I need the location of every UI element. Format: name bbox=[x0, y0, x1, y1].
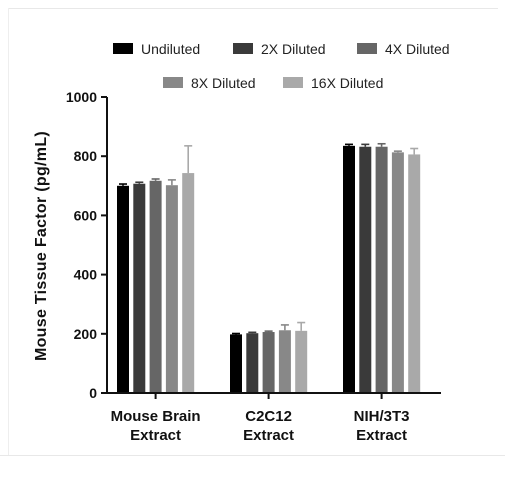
legend-label: 8X Diluted bbox=[191, 75, 256, 91]
bar bbox=[375, 146, 388, 393]
legend-swatch bbox=[283, 77, 303, 88]
bar bbox=[117, 185, 129, 393]
bar bbox=[408, 154, 421, 393]
legend-label: 16X Diluted bbox=[311, 75, 383, 91]
y-tick-label: 1000 bbox=[66, 89, 97, 105]
legend-swatch bbox=[163, 77, 183, 88]
x-tick-label: Extract bbox=[243, 427, 294, 444]
bar bbox=[343, 145, 355, 393]
y-tick-label: 400 bbox=[74, 267, 98, 283]
y-tick-label: 600 bbox=[74, 207, 98, 223]
x-tick-label: Extract bbox=[130, 427, 181, 444]
x-tick-label: Extract bbox=[356, 427, 407, 444]
x-tick-label: Mouse Brain bbox=[111, 408, 201, 425]
bar bbox=[295, 330, 308, 393]
y-tick-label: 800 bbox=[74, 148, 98, 164]
x-tick-label: NIH/3T3 bbox=[354, 408, 410, 425]
bar bbox=[230, 334, 242, 393]
bar bbox=[391, 152, 404, 393]
bars-group bbox=[117, 142, 421, 393]
legend-label: 4X Diluted bbox=[385, 41, 450, 57]
bar bbox=[246, 333, 259, 393]
x-tick-label: C2C12 bbox=[245, 408, 292, 425]
legend-swatch bbox=[233, 43, 253, 54]
bar bbox=[149, 180, 162, 393]
legend-swatch bbox=[357, 43, 377, 54]
frame-border-bottom bbox=[0, 455, 505, 456]
legend-label: 2X Diluted bbox=[261, 41, 326, 57]
bar bbox=[278, 330, 291, 393]
y-tick-label: 0 bbox=[89, 385, 97, 401]
bar bbox=[182, 173, 195, 393]
bar bbox=[133, 183, 146, 393]
y-tick-label: 200 bbox=[74, 326, 98, 342]
legend-swatch bbox=[113, 43, 133, 54]
legend: Undiluted 2X Diluted 4X Diluted 8X Diluted 1… bbox=[113, 41, 450, 91]
frame-border-top bbox=[8, 8, 498, 9]
bar bbox=[359, 146, 372, 393]
y-axis-title: Mouse Tissue Factor (pg/mL) bbox=[33, 131, 50, 361]
frame-border-left bbox=[8, 8, 9, 455]
bar bbox=[262, 332, 275, 393]
bar bbox=[165, 185, 178, 393]
legend-label: Undiluted bbox=[141, 41, 200, 57]
axes-group: 0 200 400 600 800 1000 Mouse Brain Extract C2C12… bbox=[66, 89, 441, 444]
